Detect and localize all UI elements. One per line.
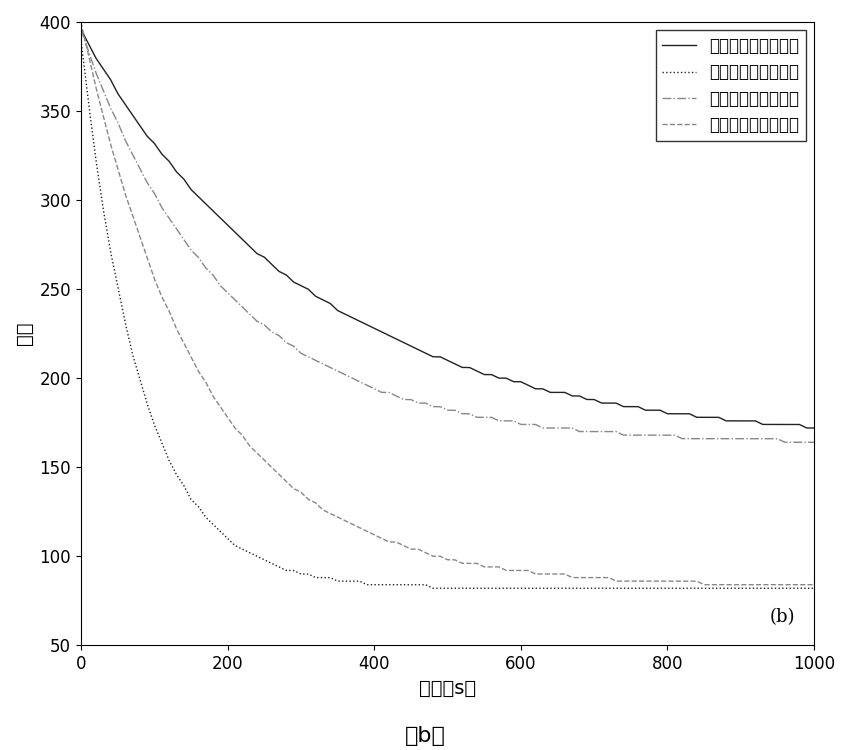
有控制下的上游路段 [76,17,86,26]
无控制下的下游路段 [552,584,563,592]
有控制下的下游路段 [678,434,689,443]
Y-axis label: 密度: 密度 [15,322,34,345]
有控制下的上游路段 [699,580,709,590]
有控制下的上游路段 [552,569,563,578]
有控制下的下游路段 [515,420,525,429]
有控制下的下游路段 [623,430,633,439]
Line: 有控制下的下游路段: 有控制下的下游路段 [81,29,814,442]
无控制下的下游路段 [209,520,219,530]
X-axis label: 时间（s）: 时间（s） [419,679,476,698]
无控制下的上游路段 [515,377,525,386]
有控制下的下游路段 [209,272,219,281]
有控制下的上游路段 [678,577,689,586]
无控制下的下游路段 [428,584,438,592]
无控制下的下游路段 [678,584,689,592]
Text: （b）: （b） [405,727,445,746]
有控制下的上游路段 [356,524,366,533]
有控制下的上游路段 [623,577,633,586]
Text: (b): (b) [770,608,796,626]
无控制下的下游路段 [76,35,86,44]
有控制下的下游路段 [809,438,819,447]
无控制下的上游路段 [678,410,689,419]
有控制下的下游路段 [552,424,563,433]
Legend: 无控制下的上游路段, 无控制下的下游路段, 有控制下的下游路段, 有控制下的上游路段: 无控制下的上游路段, 无控制下的下游路段, 有控制下的下游路段, 有控制下的上游… [655,30,806,141]
无控制下的上游路段 [209,208,219,217]
无控制下的上游路段 [802,424,812,433]
有控制下的上游路段 [809,580,819,590]
Line: 有控制下的上游路段: 有控制下的上游路段 [81,22,814,585]
无控制下的下游路段 [623,584,633,592]
有控制下的下游路段 [356,378,366,387]
无控制下的上游路段 [623,402,633,411]
无控制下的下游路段 [809,584,819,592]
无控制下的上游路段 [809,424,819,433]
有控制下的下游路段 [76,25,86,34]
无控制下的上游路段 [356,317,366,326]
Line: 无控制下的上游路段: 无控制下的上游路段 [81,29,814,428]
有控制下的下游路段 [779,438,790,447]
Line: 无控制下的下游路段: 无控制下的下游路段 [81,40,814,588]
无控制下的上游路段 [552,388,563,397]
无控制下的上游路段 [76,25,86,34]
有控制下的上游路段 [515,566,525,575]
有控制下的上游路段 [209,393,219,402]
无控制下的下游路段 [516,584,526,592]
无控制下的下游路段 [356,578,366,586]
